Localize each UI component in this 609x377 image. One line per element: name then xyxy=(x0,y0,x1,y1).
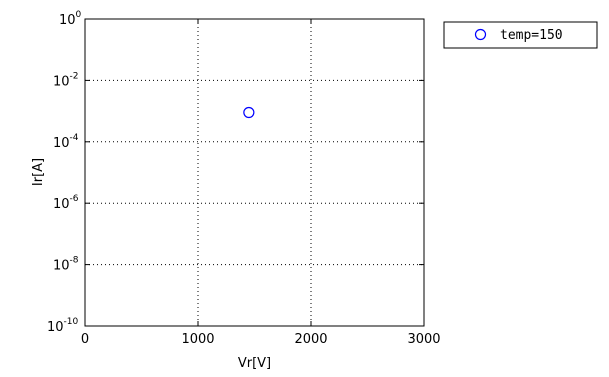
y-tick-label: 10-2 xyxy=(53,71,79,89)
y-tick-label: 10-8 xyxy=(53,256,79,274)
x-axis-label: Vr[V] xyxy=(238,356,271,371)
legend-box xyxy=(443,21,598,49)
y-tick-label: 100 xyxy=(59,10,82,28)
legend-marker-circle-icon xyxy=(474,28,487,41)
plot-area xyxy=(84,18,425,327)
grid-layer xyxy=(85,19,424,326)
x-tick-label: 0 xyxy=(81,332,89,347)
y-tick-label: 10-10 xyxy=(47,317,79,335)
legend-label: temp=150 xyxy=(500,28,563,43)
y-tick-label: 10-6 xyxy=(53,194,79,212)
marks-layer xyxy=(243,106,255,119)
x-tick-label: 1000 xyxy=(181,332,214,347)
data-point xyxy=(243,106,255,119)
tick-layer: 0 1000 2000 3000 10-10 10-8 10-6 10-4 10-2 100 xyxy=(47,10,441,347)
x-tick-label: 3000 xyxy=(407,332,440,347)
y-axis-label: Ir[A] xyxy=(31,158,46,186)
legend: temp=150 xyxy=(443,21,598,49)
y-tick-label: 10-4 xyxy=(53,133,79,151)
plot-frame xyxy=(84,18,425,327)
x-tick-label: 2000 xyxy=(294,332,327,347)
